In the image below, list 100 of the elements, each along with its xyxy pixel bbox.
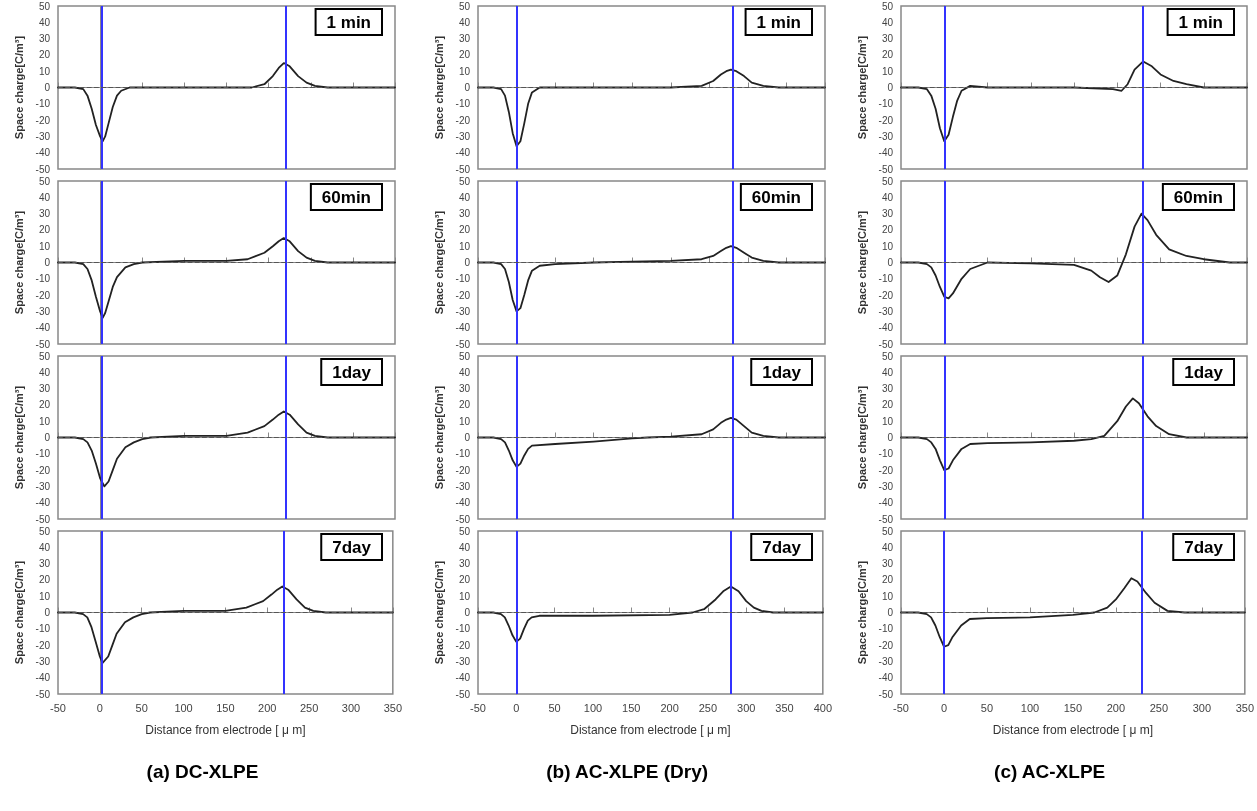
y-tick-label: 0 — [887, 257, 894, 268]
y-tick-label: 0 — [887, 607, 894, 618]
y-tick-label: 30 — [38, 558, 51, 570]
y-tick-label: 20 — [881, 224, 894, 236]
y-tick-label: 10 — [458, 590, 471, 602]
y-tick-label: -40 — [35, 322, 51, 334]
y-tick-label: -10 — [35, 98, 51, 110]
y-tick-label: 40 — [458, 16, 471, 28]
y-tick-label: 30 — [881, 558, 894, 570]
y-tick-label: 0 — [464, 82, 471, 93]
annotation: 7day — [762, 538, 802, 557]
y-tick-label: 50 — [458, 525, 471, 537]
y-tick-label: 10 — [881, 590, 894, 602]
y-axis-title: Space charge[C/m³] — [433, 210, 446, 315]
y-tick-label: 10 — [38, 65, 51, 77]
y-tick-label: -50 — [35, 513, 51, 525]
annotation: 60min — [751, 188, 802, 207]
y-tick-label: 0 — [44, 432, 51, 443]
y-tick-label: -20 — [455, 114, 471, 126]
y-tick-label: -20 — [35, 639, 51, 651]
y-tick-label: -20 — [878, 639, 894, 651]
y-tick-label: -20 — [35, 114, 51, 126]
x-tick-label: 350 — [383, 701, 402, 714]
y-axis-title: Space charge[C/m³] — [856, 210, 869, 315]
y-tick-label: 50 — [38, 175, 51, 187]
y-tick-label: 50 — [38, 0, 51, 12]
y-tick-label: 30 — [38, 383, 51, 395]
y-tick-label: -30 — [455, 480, 471, 492]
y-tick-label: 50 — [458, 350, 471, 362]
y-tick-label: -40 — [455, 497, 471, 509]
annotation: 7day — [332, 538, 372, 557]
y-tick-label: -30 — [455, 305, 471, 317]
y-tick-label: 20 — [38, 574, 51, 586]
y-tick-label: -50 — [35, 688, 51, 700]
y-tick-label: -10 — [35, 448, 51, 460]
y-tick-label: -30 — [455, 655, 471, 667]
y-tick-label: -20 — [455, 639, 471, 651]
y-tick-label: -30 — [878, 655, 894, 667]
y-tick-label: 20 — [458, 399, 471, 411]
y-tick-label: 30 — [458, 558, 471, 570]
x-tick-label: 400 — [813, 701, 832, 714]
y-axis-title: Space charge[C/m³] — [856, 385, 869, 490]
x-tick-label: 50 — [135, 701, 148, 714]
y-tick-label: 20 — [38, 49, 51, 61]
y-tick-label: -30 — [878, 480, 894, 492]
y-tick-label: 0 — [44, 257, 51, 268]
y-tick-label: 40 — [458, 541, 471, 553]
annotation: 60min — [1173, 188, 1224, 207]
y-tick-label: 50 — [38, 350, 51, 362]
y-tick-label: -50 — [455, 513, 471, 525]
text: (b) AC-XLPE (Dry) — [546, 761, 709, 782]
x-tick-label: 0 — [940, 701, 948, 714]
x-tick-label: 200 — [1106, 701, 1126, 714]
y-tick-label: -50 — [35, 338, 51, 350]
y-tick-label: 30 — [458, 208, 471, 220]
annotation: 1 min — [1178, 13, 1224, 32]
y-tick-label: -50 — [878, 338, 894, 350]
x-tick-label: 350 — [1235, 701, 1254, 714]
y-tick-label: -50 — [455, 163, 471, 175]
y-tick-label: -20 — [878, 114, 894, 126]
y-tick-label: 50 — [458, 0, 471, 12]
y-tick-label: 40 — [881, 191, 894, 203]
y-tick-label: 20 — [881, 49, 894, 61]
y-tick-label: 30 — [881, 208, 894, 220]
y-tick-label: -40 — [35, 497, 51, 509]
x-tick-label: 200 — [660, 701, 679, 714]
x-tick-label: 150 — [216, 701, 235, 714]
y-tick-label: -40 — [878, 672, 894, 684]
y-tick-label: -30 — [455, 130, 471, 142]
annotation: 60min — [321, 188, 372, 207]
y-tick-label: -20 — [878, 464, 894, 476]
y-tick-label: 0 — [44, 82, 51, 93]
y-tick-label: -40 — [455, 672, 471, 684]
x-axis-title: Distance from electrode [ μ m] — [145, 723, 306, 737]
text: (c) AC-XLPE — [994, 761, 1106, 782]
x-tick-label: 0 — [513, 701, 520, 714]
y-tick-label: -10 — [878, 273, 894, 285]
y-tick-label: -30 — [35, 480, 51, 492]
y-tick-label: -40 — [35, 147, 51, 159]
y-tick-label: 40 — [38, 16, 51, 28]
y-tick-label: -10 — [878, 98, 894, 110]
y-tick-label: -30 — [35, 655, 51, 667]
annotation: 1day — [332, 363, 372, 382]
text: (a) DC-XLPE — [146, 761, 259, 782]
y-tick-label: 10 — [458, 240, 471, 252]
y-tick-label: 40 — [881, 16, 894, 28]
y-tick-label: -20 — [455, 289, 471, 301]
y-tick-label: 10 — [881, 240, 894, 252]
y-tick-label: 20 — [458, 49, 471, 61]
y-tick-label: 10 — [38, 240, 51, 252]
y-tick-label: 40 — [881, 366, 894, 378]
y-tick-label: -20 — [35, 464, 51, 476]
x-tick-label: 150 — [622, 701, 641, 714]
y-tick-label: -50 — [455, 688, 471, 700]
y-axis-title: Space charge[C/m³] — [13, 35, 26, 140]
y-tick-label: -10 — [35, 273, 51, 285]
y-tick-label: 40 — [38, 366, 51, 378]
x-tick-label: 350 — [775, 701, 794, 714]
y-tick-label: 50 — [881, 0, 894, 12]
y-tick-label: -50 — [878, 513, 894, 525]
